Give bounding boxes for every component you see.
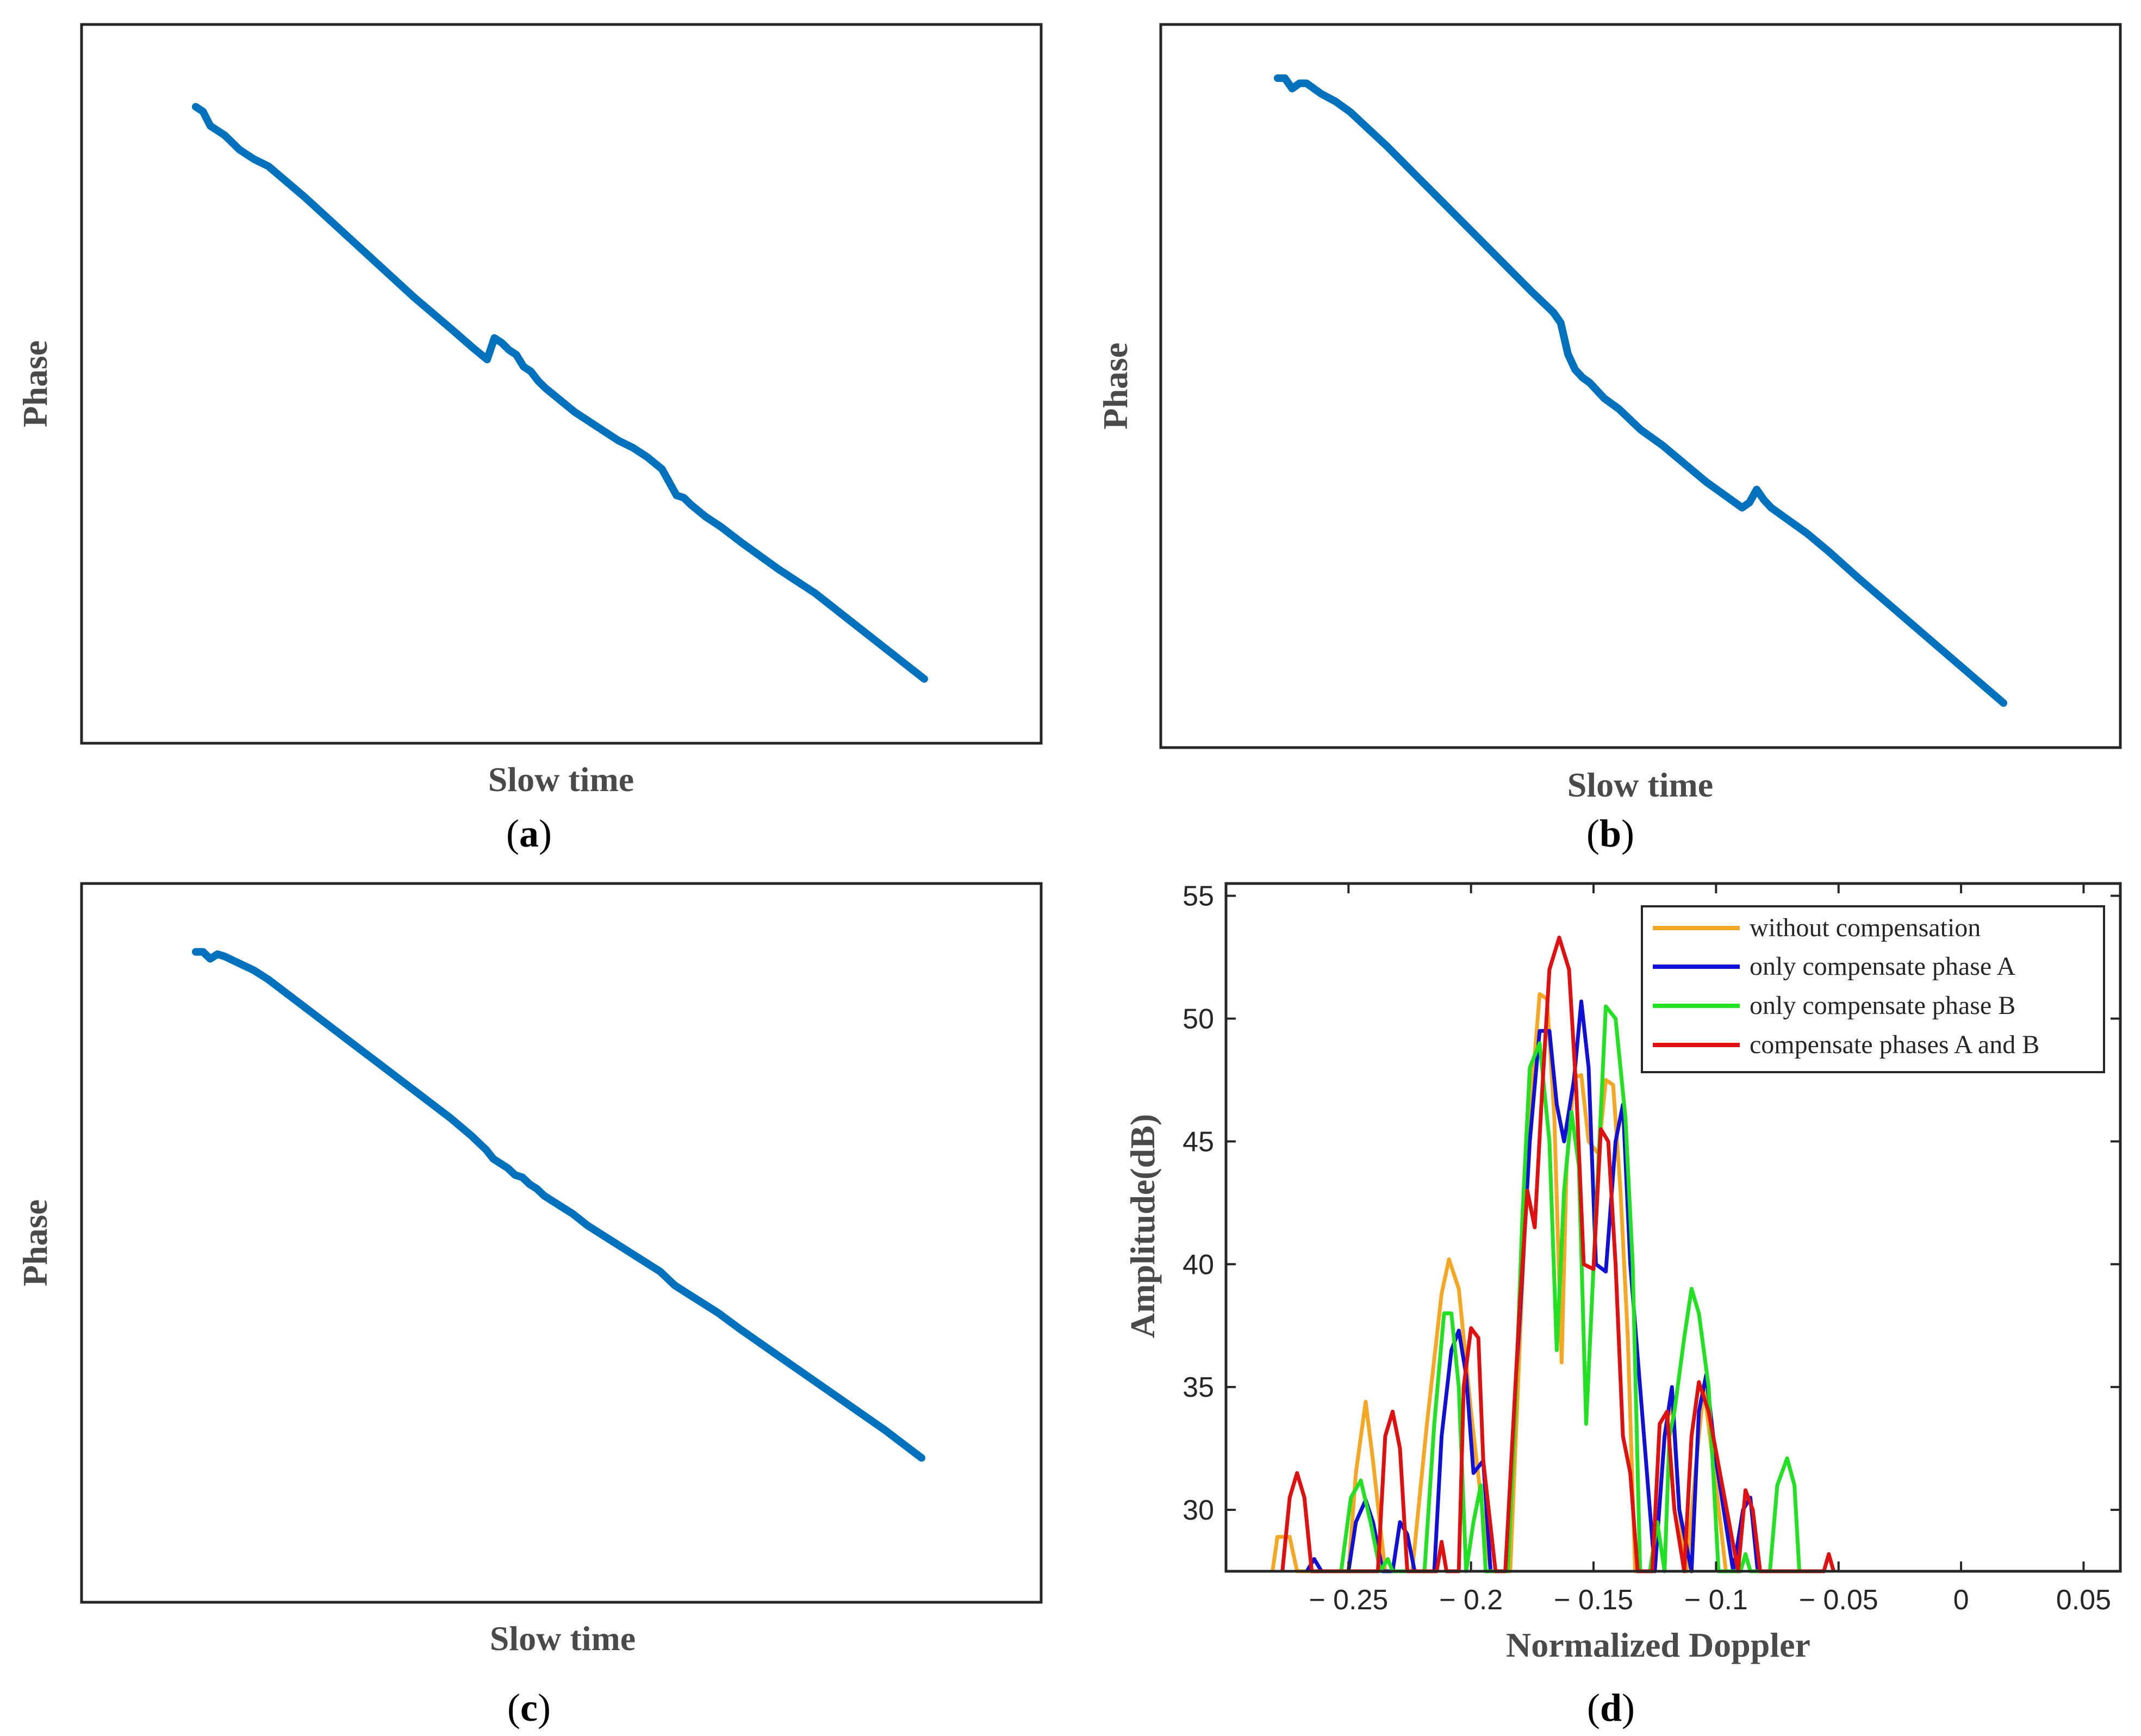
y-tick-label: 45: [1182, 1126, 1214, 1158]
x-tick-label: 0.05: [2056, 1584, 2111, 1616]
y-tick-label: 35: [1182, 1372, 1214, 1403]
panel-c-caption-close: ): [538, 1686, 551, 1729]
x-tick-label: − 0.05: [1799, 1584, 1878, 1616]
panel-d-caption-open: (: [1587, 1686, 1600, 1729]
legend-label-without-compensation: without compensation: [1750, 913, 1981, 942]
x-tick-label: 0: [1953, 1584, 1969, 1616]
panel-c-caption-letter: c: [520, 1686, 538, 1729]
panel-a-xlabel: Slow time: [488, 760, 634, 799]
panel-b-xlabel: Slow time: [1567, 766, 1713, 804]
panel-d: − 0.25 − 0.2 − 0.15 − 0.1 − 0.05 0 0.05 30 35 40 4…: [1123, 881, 2122, 1729]
panel-a-caption-close: ): [539, 812, 552, 855]
panel-b-caption-close: ): [1621, 812, 1634, 855]
x-tick-label: − 0.15: [1554, 1584, 1633, 1616]
panel-a: Phase Slow time (a): [16, 23, 1043, 855]
x-tick-label: − 0.1: [1684, 1584, 1748, 1616]
panel-d-ylabel: Amplitude(dB): [1123, 1114, 1162, 1339]
panel-b-phase-line: [1274, 74, 2007, 707]
panel-d-caption-close: ): [1622, 1686, 1635, 1729]
y-tick-label: 40: [1182, 1249, 1214, 1280]
panel-c: Phase Slow time (c): [16, 882, 1043, 1729]
panel-d-axes: − 0.25 − 0.2 − 0.15 − 0.1 − 0.05 0 0.05 30 35 40 4…: [1182, 881, 2120, 1616]
panel-a-caption-open: (: [506, 812, 519, 855]
panel-d-plot-border: [1224, 882, 2122, 1573]
panel-d-caption-letter: d: [1600, 1686, 1622, 1729]
panel-c-ylabel: Phase: [16, 1199, 54, 1286]
panel-a-phase-line: [192, 103, 928, 683]
panel-b-plot-area: [1159, 23, 2122, 749]
legend-label-only-compensate-phase-a: only compensate phase A: [1750, 952, 2016, 981]
panel-d-legend: without compensation only compensate pha…: [1641, 905, 2105, 1073]
panel-b-ylabel: Phase: [1096, 343, 1135, 430]
x-tick-label: − 0.2: [1439, 1584, 1503, 1616]
panel-d-xlabel: Normalized Doppler: [1506, 1626, 1810, 1664]
panel-b-caption-open: (: [1586, 812, 1599, 855]
panel-a-caption-letter: a: [519, 812, 539, 855]
panel-c-xlabel: Slow time: [490, 1619, 636, 1658]
legend-label-compensate-phases-a-and-b: compensate phases A and B: [1750, 1030, 2039, 1059]
panel-a-plot-area: [80, 23, 1043, 745]
panel-d-caption: (d): [1587, 1686, 1635, 1729]
y-tick-label: 30: [1182, 1495, 1214, 1526]
y-tick-label: 55: [1182, 881, 1214, 912]
panel-b-caption-letter: b: [1599, 812, 1621, 855]
panel-c-plot-area: [80, 882, 1043, 1604]
x-tick-label: − 0.25: [1309, 1584, 1388, 1616]
panel-b: Phase Slow time (b): [1096, 23, 2122, 855]
y-tick-label: 50: [1182, 1003, 1214, 1035]
series-line-compensate-phases-a-and-b: [1280, 935, 1836, 1573]
panel-a-ylabel: Phase: [16, 340, 54, 427]
panel-c-phase-line: [192, 948, 925, 1462]
panel-c-caption: (c): [507, 1686, 551, 1729]
panel-a-caption: (a): [506, 812, 552, 855]
panel-b-caption: (b): [1586, 812, 1634, 855]
legend-label-only-compensate-phase-b: only compensate phase B: [1750, 991, 2015, 1020]
panel-c-caption-open: (: [507, 1686, 520, 1729]
